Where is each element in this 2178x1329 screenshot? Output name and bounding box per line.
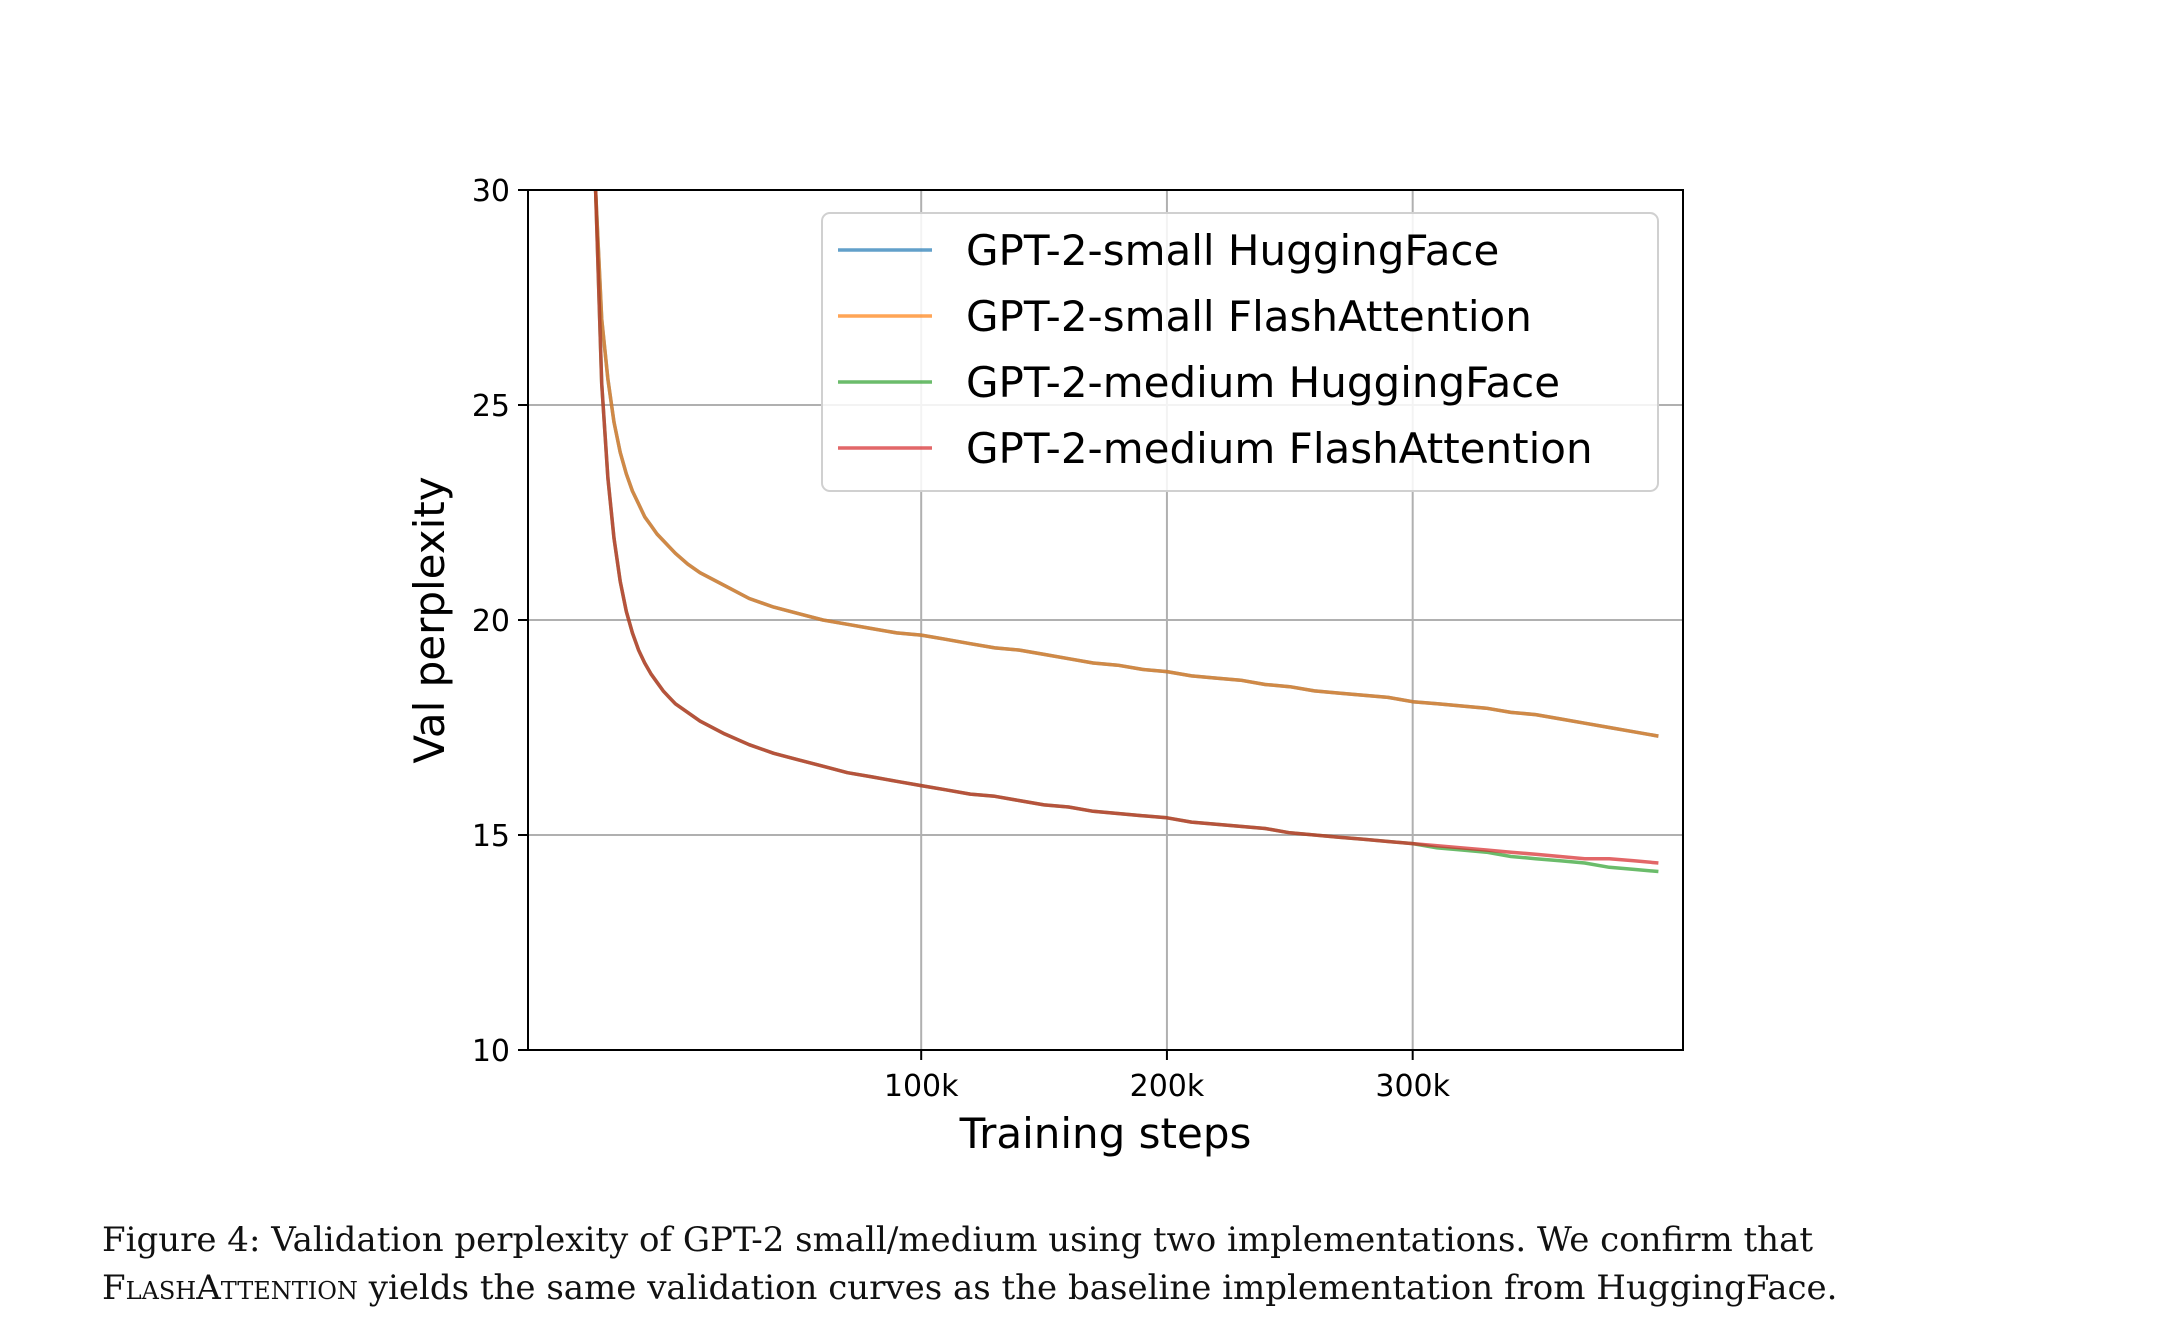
legend-label: GPT-2-small HuggingFace [966, 226, 1499, 275]
legend: GPT-2-small HuggingFace GPT-2-small Flash… [821, 212, 1659, 492]
legend-label: GPT-2-small FlashAttention [966, 292, 1532, 341]
legend-label: GPT-2-medium FlashAttention [966, 424, 1593, 473]
x-tick-label: 200k [1130, 1069, 1205, 1104]
series-line [593, 190, 1659, 738]
series-layer [593, 190, 1659, 874]
caption-line-2: FlashAttention yields the same validatio… [102, 1264, 2042, 1312]
y-tick-label: 15 [472, 819, 510, 854]
y-tick-label: 25 [472, 389, 510, 424]
caption-line-1: Figure 4: Validation perplexity of GPT-2… [102, 1220, 1814, 1260]
legend-label: GPT-2-medium HuggingFace [966, 358, 1560, 407]
figure-caption: Figure 4: Validation perplexity of GPT-2… [102, 1216, 2042, 1312]
legend-box [821, 212, 1659, 492]
y-tick-label: 30 [472, 174, 510, 209]
series-line [593, 190, 1659, 865]
x-tick-label: 300k [1375, 1069, 1450, 1104]
caption-flashattention: FlashAttention [102, 1268, 358, 1308]
x-axis-label: Training steps [959, 1109, 1252, 1158]
tick-layer: 100k 200k 300k 10 15 20 25 30 [472, 174, 1451, 1104]
y-axis-label: Val perplexity [405, 476, 454, 763]
x-tick-label: 100k [884, 1069, 959, 1104]
y-tick-label: 10 [472, 1034, 510, 1069]
caption-line-2-rest: yields the same validation curves as the… [357, 1268, 1838, 1308]
y-tick-label: 20 [472, 604, 510, 639]
